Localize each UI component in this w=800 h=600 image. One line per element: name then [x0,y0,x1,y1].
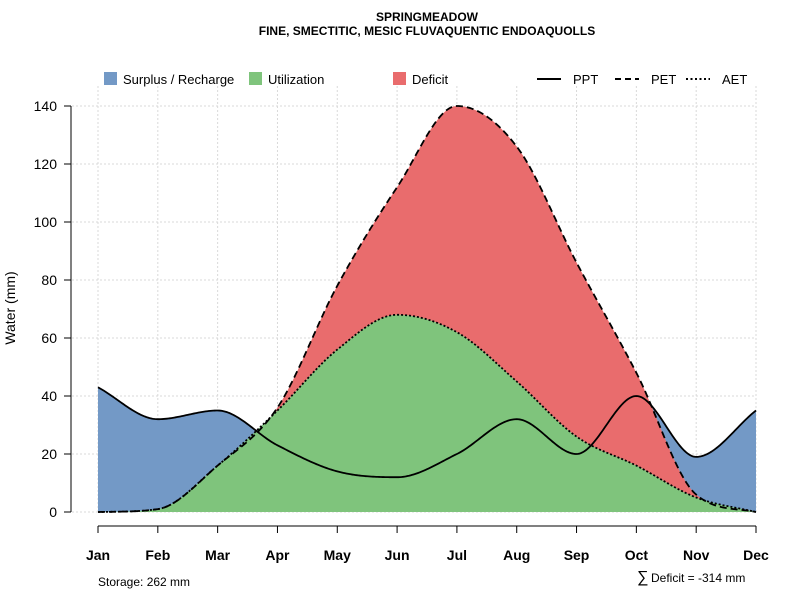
legend: Surplus / Recharge Utilization Deficit PPT P… [104,72,747,87]
ppt-line [97,386,757,479]
chart-title: SPRINGMEADOW [376,10,479,24]
deficit-area [98,106,756,512]
x-tick-label: Mar [205,547,230,563]
deficit-note: Deficit = -314 mm [651,571,745,585]
legend-label: PPT [573,72,598,87]
y-tick-label: 100 [34,214,58,230]
legend-label: AET [722,72,747,87]
legend-label: Utilization [268,72,324,87]
x-tick-label: Jun [385,547,410,563]
y-tick-label: 40 [41,388,57,404]
sum-symbol-icon: ∑ [637,569,648,586]
legend-label: Surplus / Recharge [123,72,234,87]
chart-subtitle: FINE, SMECTITIC, MESIC FLUVAQUENTIC ENDO… [259,24,595,38]
y-tick-label: 120 [34,156,58,172]
x-tick-label: Oct [625,547,649,563]
legend-swatch [249,72,262,85]
x-tick-label: Jan [86,547,110,563]
x-tick-label: Apr [265,547,290,563]
x-tick-label: May [324,547,351,563]
x-tick-label: Sep [564,547,590,563]
axes: 0 20 40 60 80 100 120 140 Jan Feb Mar Apr May Jun Jul A… [34,98,769,563]
line-layer [97,105,757,513]
aet-line [97,313,757,513]
y-tick-label: 60 [41,330,57,346]
x-tick-label: Jul [447,547,467,563]
legend-swatch [393,72,406,85]
y-tick-label: 80 [41,272,57,288]
legend-label: Deficit [412,72,449,87]
legend-label: PET [651,72,676,87]
area-layer [98,106,756,512]
x-tick-label: Aug [503,547,530,563]
y-tick-label: 140 [34,98,58,114]
x-tick-label: Nov [683,547,710,563]
storage-note: Storage: 262 mm [98,575,190,589]
x-tick-label: Dec [743,547,769,563]
legend-swatch [104,72,117,85]
x-tick-label: Feb [145,547,170,563]
y-axis-label: Water (mm) [2,271,18,344]
utilization-area [98,314,756,512]
y-tick-label: 20 [41,446,57,462]
y-tick-label: 0 [49,504,57,520]
